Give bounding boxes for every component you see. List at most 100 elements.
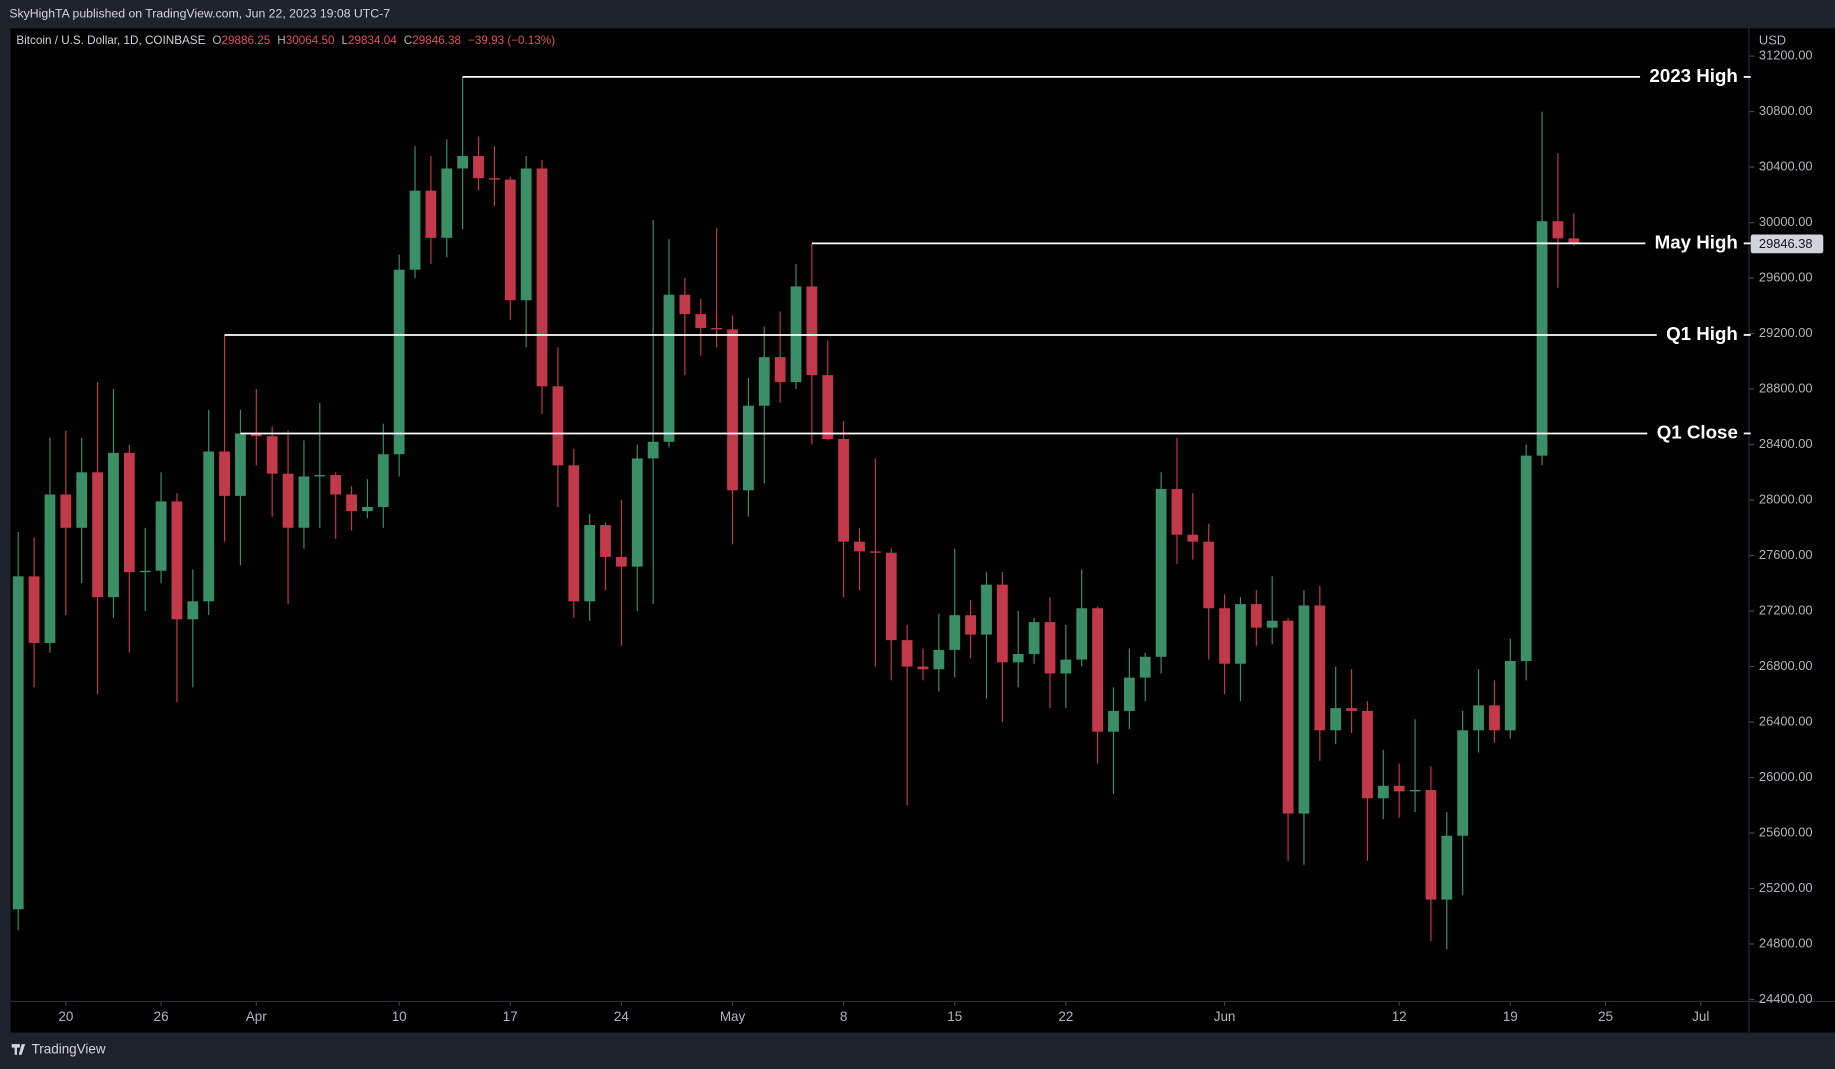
candle-body xyxy=(1362,710,1373,799)
legend-value: 29886.25 xyxy=(222,34,271,47)
candle-body xyxy=(441,168,453,238)
candle-body xyxy=(806,286,818,376)
candle-body xyxy=(171,501,183,620)
candle-body xyxy=(1266,620,1278,628)
candle-body xyxy=(282,473,294,528)
candle-body xyxy=(44,494,56,643)
candle-body xyxy=(695,314,707,329)
legend-field: C xyxy=(404,34,412,47)
candle-body xyxy=(298,476,310,528)
level-label: 2023 High xyxy=(1649,65,1737,86)
candle-body xyxy=(1250,604,1262,628)
level-label: Q1 Close xyxy=(1657,421,1738,442)
candle-body xyxy=(28,576,40,643)
candle-body xyxy=(885,552,897,641)
legend-field: L xyxy=(342,34,349,47)
candle-body xyxy=(520,168,532,301)
candle-body xyxy=(1568,238,1580,244)
candle-body xyxy=(362,506,373,512)
y-tick-label: 31200.00 xyxy=(1759,48,1813,63)
x-tick-label: 22 xyxy=(1058,1009,1073,1024)
x-tick-label: 24 xyxy=(614,1009,629,1024)
y-tick-label: 25200.00 xyxy=(1759,880,1813,895)
candle-body xyxy=(917,666,929,670)
plot-background xyxy=(10,28,1835,1033)
candle-body xyxy=(1187,534,1199,542)
candle-body xyxy=(996,584,1008,663)
candle-body xyxy=(1330,708,1342,731)
legend-name: Bitcoin / U.S. Dollar, 1D, COINBASE xyxy=(16,34,205,47)
candle-body xyxy=(12,576,24,910)
candle-body xyxy=(1076,608,1088,660)
y-tick-label: 24800.00 xyxy=(1759,935,1813,950)
candle-body xyxy=(425,190,437,238)
y-tick-label: 24400.00 xyxy=(1759,991,1813,1006)
candle-body xyxy=(1298,605,1310,814)
candle-body xyxy=(219,451,230,496)
candle-body xyxy=(155,501,167,571)
candle-body xyxy=(1425,789,1437,900)
candle-body xyxy=(647,441,659,459)
candle-body xyxy=(504,179,516,301)
candle-body xyxy=(949,615,961,650)
candle-body xyxy=(631,458,643,567)
candle-body xyxy=(1473,705,1484,731)
candle-body xyxy=(1393,785,1405,792)
candle-body xyxy=(1203,541,1215,609)
y-tick-label: 28400.00 xyxy=(1759,436,1813,451)
candle-body xyxy=(568,465,580,602)
legend-value: 30064.50 xyxy=(286,34,335,47)
candle-body xyxy=(742,405,754,491)
x-tick-label: 10 xyxy=(392,1009,407,1024)
y-tick-label: 25600.00 xyxy=(1759,824,1813,839)
candle-body xyxy=(330,475,342,495)
candle-body xyxy=(1028,622,1040,655)
x-tick-label: Apr xyxy=(246,1009,267,1024)
candle-body xyxy=(393,269,405,455)
candle-body xyxy=(1108,710,1119,732)
x-tick-label: Jul xyxy=(1692,1009,1709,1024)
candle-body xyxy=(314,475,326,477)
candle-body xyxy=(235,433,246,496)
y-tick-label: 27200.00 xyxy=(1759,602,1813,617)
legend-change: −39.93 (−0.13%) xyxy=(468,34,555,47)
candle-body xyxy=(187,601,199,620)
legend-value: 29834.04 xyxy=(348,34,397,47)
candle-body xyxy=(869,551,881,553)
candle-body xyxy=(203,451,215,602)
legend-field: O xyxy=(212,34,221,47)
candle-body xyxy=(901,640,913,667)
candle-body xyxy=(1155,488,1167,657)
candle-body xyxy=(600,525,611,557)
candle-body xyxy=(108,452,119,598)
candle-body xyxy=(838,438,850,542)
y-tick-label: 30400.00 xyxy=(1759,158,1813,173)
level-label: May High xyxy=(1655,231,1738,252)
candle-body xyxy=(1123,677,1135,711)
candle-body xyxy=(616,556,627,567)
candle-body xyxy=(1520,455,1532,661)
x-tick-label: 19 xyxy=(1503,1009,1518,1024)
candle-body xyxy=(139,570,151,573)
candle-body xyxy=(1489,705,1500,731)
y-tick-label: 28800.00 xyxy=(1759,380,1813,395)
legend: Bitcoin / U.S. Dollar, 1D, COINBASE O2988… xyxy=(16,34,555,47)
price-label-box xyxy=(1750,234,1824,254)
y-tick-label: 26400.00 xyxy=(1759,713,1813,728)
y-tick-label: 26800.00 xyxy=(1759,658,1813,673)
candle-body xyxy=(1457,730,1469,836)
candle-body xyxy=(457,155,469,169)
tradingview-logo: TradingView xyxy=(11,1042,106,1057)
candle-body xyxy=(663,294,675,442)
candle-body xyxy=(1314,605,1326,731)
candle-body xyxy=(584,525,596,602)
overlay: 24400.00 24800.00 25200.00 25600.00 26000.00… xyxy=(16,29,1835,1024)
candle-body xyxy=(346,494,357,512)
candle-body xyxy=(1552,221,1564,239)
x-tick-label: 17 xyxy=(503,1009,518,1024)
price-label: 29846.38 xyxy=(1759,236,1813,251)
candle-body xyxy=(1044,622,1056,674)
candle-body xyxy=(1282,620,1294,814)
unit-background xyxy=(1749,29,1835,50)
